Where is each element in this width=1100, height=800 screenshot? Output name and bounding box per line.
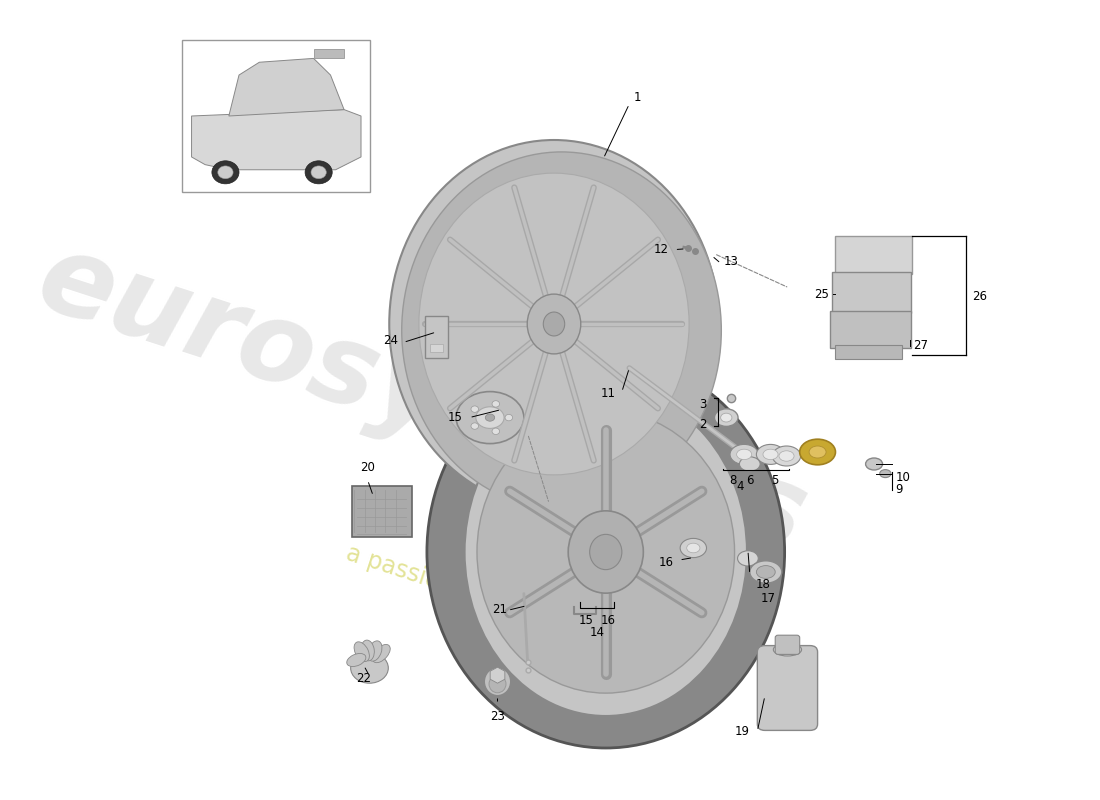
Ellipse shape [354,642,370,662]
Text: 27: 27 [914,339,928,352]
Ellipse shape [305,161,332,184]
FancyBboxPatch shape [836,236,912,274]
Text: 15: 15 [448,411,463,424]
Ellipse shape [779,451,794,461]
FancyBboxPatch shape [430,344,443,352]
Ellipse shape [351,653,388,683]
Text: 14: 14 [590,626,605,638]
Ellipse shape [373,645,390,662]
Ellipse shape [800,439,836,465]
Ellipse shape [739,457,760,471]
Text: 23: 23 [491,710,505,723]
Text: 12: 12 [653,243,669,256]
Ellipse shape [427,356,784,748]
Ellipse shape [757,566,776,578]
Ellipse shape [527,294,581,354]
Text: 2: 2 [698,418,706,430]
Ellipse shape [720,414,732,422]
Ellipse shape [361,640,374,661]
Circle shape [492,428,499,434]
Ellipse shape [773,643,802,656]
FancyBboxPatch shape [183,40,371,192]
Text: 26: 26 [972,290,987,302]
Ellipse shape [738,550,758,566]
Circle shape [492,401,499,407]
Text: 3: 3 [700,398,706,411]
Ellipse shape [212,161,239,184]
Ellipse shape [402,152,722,509]
Ellipse shape [311,166,327,178]
Ellipse shape [680,538,706,558]
Ellipse shape [543,312,564,336]
Ellipse shape [772,446,801,466]
Polygon shape [229,58,344,116]
Ellipse shape [464,388,747,716]
Ellipse shape [810,446,826,458]
Text: 15: 15 [579,614,593,627]
Text: 5: 5 [771,474,779,486]
Ellipse shape [866,458,882,470]
Ellipse shape [569,511,644,593]
Circle shape [505,414,513,421]
Ellipse shape [730,444,758,464]
Text: 4: 4 [737,480,744,493]
Circle shape [471,406,478,412]
Ellipse shape [757,444,784,464]
Ellipse shape [419,173,689,475]
Polygon shape [491,667,505,683]
Text: 11: 11 [601,387,616,400]
FancyBboxPatch shape [829,311,911,348]
Text: 13: 13 [724,255,738,268]
Text: 6: 6 [746,474,754,486]
Text: 25: 25 [814,288,829,301]
Text: eurosystems: eurosystems [25,226,819,574]
Ellipse shape [715,409,738,426]
Ellipse shape [686,543,700,553]
Text: 24: 24 [383,334,398,346]
Text: 1: 1 [634,91,641,104]
Ellipse shape [880,470,891,478]
Ellipse shape [485,414,495,421]
Ellipse shape [737,450,751,459]
Text: 18: 18 [756,578,770,590]
Text: 8: 8 [729,474,737,486]
Ellipse shape [484,667,510,695]
FancyBboxPatch shape [776,635,800,654]
Ellipse shape [389,140,718,508]
Ellipse shape [476,406,504,429]
Ellipse shape [346,654,366,666]
Circle shape [471,423,478,430]
FancyBboxPatch shape [757,646,817,730]
Ellipse shape [456,391,524,443]
FancyBboxPatch shape [832,272,911,313]
Ellipse shape [490,675,506,693]
Polygon shape [191,110,361,170]
FancyBboxPatch shape [352,486,411,537]
Text: 16: 16 [659,556,673,569]
Text: 19: 19 [735,725,750,738]
Text: 9: 9 [895,483,903,496]
Ellipse shape [218,166,233,178]
Text: 10: 10 [895,471,911,484]
Ellipse shape [750,561,782,583]
Polygon shape [314,50,344,58]
Text: 17: 17 [761,592,777,605]
Ellipse shape [477,411,735,693]
Text: 20: 20 [360,462,375,474]
Text: 16: 16 [601,614,616,627]
FancyBboxPatch shape [835,345,902,359]
Text: 22: 22 [356,672,372,685]
Text: 21: 21 [492,603,507,616]
FancyBboxPatch shape [425,316,448,358]
Ellipse shape [590,534,621,570]
Ellipse shape [367,641,382,661]
Text: a passion for parts since 1985: a passion for parts since 1985 [343,542,690,674]
Ellipse shape [763,450,778,459]
